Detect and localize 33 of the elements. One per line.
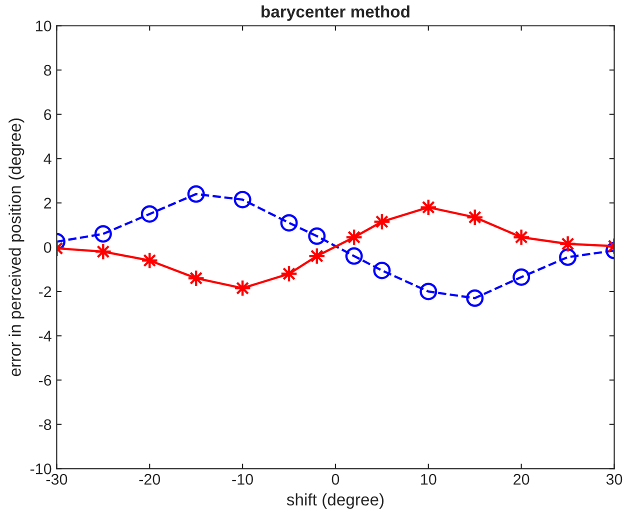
y-tick-label: 8 (44, 64, 52, 76)
x-tick-label: -10 (232, 474, 253, 485)
y-tick-label: -4 (38, 330, 52, 342)
x-tick-label: -20 (139, 474, 160, 485)
y-tick-label: 0 (44, 242, 52, 253)
y-tick-label: 4 (44, 154, 52, 164)
chart-title: barycenter method (262, 5, 410, 21)
point (466, 289, 484, 307)
y-axis-title: error in perceived position (degree) (8, 118, 24, 376)
x-tick-label: 10 (421, 474, 436, 485)
point (280, 214, 298, 232)
x-tick-label: 0 (332, 474, 340, 485)
point (512, 268, 530, 286)
x-tick-label: 30 (606, 474, 622, 485)
point (140, 205, 158, 223)
y-tick-label: -2 (38, 286, 52, 298)
point (345, 247, 363, 265)
x-tick-label: 20 (514, 474, 530, 485)
x-axis-title: shift (degree) (286, 493, 384, 509)
point (187, 185, 205, 203)
point (94, 225, 112, 243)
point (234, 190, 252, 208)
y-tick-label: -10 (30, 464, 52, 474)
x-tick-label: -30 (46, 474, 68, 485)
y-tick-label: -6 (38, 374, 52, 386)
y-tick-label: 2 (44, 198, 52, 208)
point (373, 262, 391, 280)
point (420, 282, 438, 300)
y-tick-label: -8 (38, 419, 52, 430)
y-tick-label: 10 (36, 20, 52, 32)
point (559, 248, 577, 266)
y-tick-label: 6 (44, 109, 52, 120)
point (308, 227, 326, 245)
